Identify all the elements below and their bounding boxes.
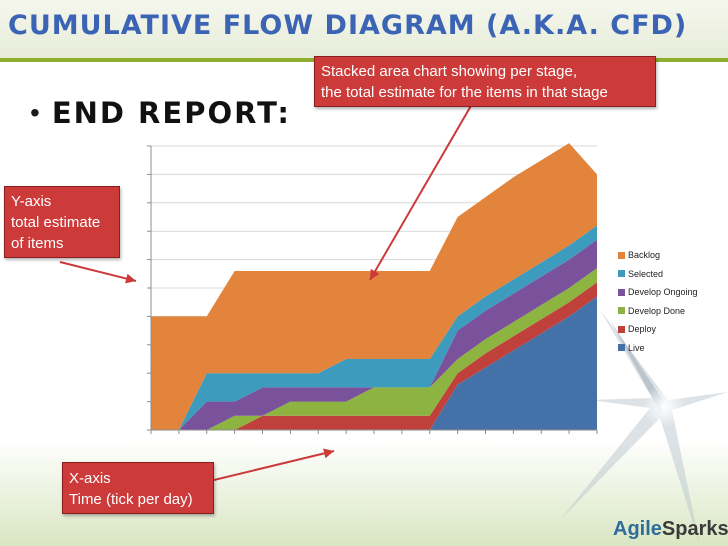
arrow-head bbox=[125, 273, 136, 284]
legend-label: Deploy bbox=[628, 324, 657, 335]
legend-item-develop-done: Develop Done bbox=[618, 302, 698, 321]
callout-arrows bbox=[59, 103, 473, 481]
legend-label: Selected bbox=[628, 268, 664, 279]
area-backlog bbox=[151, 143, 597, 430]
legend-swatch bbox=[618, 288, 625, 296]
arrow-shaft bbox=[213, 450, 335, 481]
sparkle-decoration bbox=[560, 310, 728, 546]
bullet-point: • End Report: bbox=[30, 96, 291, 130]
arrow-y-axis bbox=[59, 261, 137, 284]
callout-x-axis: X-axis Time (tick per day) bbox=[62, 462, 214, 514]
legend-label: Live bbox=[628, 342, 645, 353]
slide-title: Cumulative Flow Diagram (a.k.a. CFD) bbox=[8, 10, 688, 41]
legend-swatch bbox=[618, 325, 625, 333]
legend-item-backlog: Backlog bbox=[618, 246, 698, 265]
arrow-x-axis bbox=[213, 448, 335, 481]
callout-x-line-1: X-axis bbox=[69, 470, 111, 487]
callout-y-line-2: total estimate bbox=[11, 214, 101, 231]
area-selected bbox=[151, 225, 597, 430]
arrow-head bbox=[323, 448, 334, 459]
callout-y-line-3: of items bbox=[11, 235, 64, 252]
bullet-text: End Report: bbox=[51, 96, 291, 130]
legend-label: Develop Done bbox=[628, 305, 686, 316]
legend-swatch bbox=[618, 307, 625, 315]
legend-swatch bbox=[618, 344, 625, 352]
title-bar: Cumulative Flow Diagram (a.k.a. CFD) bbox=[0, 0, 728, 62]
chart-axes bbox=[147, 145, 598, 434]
area-develop-done bbox=[151, 268, 597, 430]
arrow-head bbox=[370, 268, 380, 280]
callout-y-line-1: Y-axis bbox=[11, 193, 52, 210]
logo-agile-text: Agile bbox=[613, 518, 662, 540]
callout-x-line-2: Time (tick per day) bbox=[69, 491, 193, 508]
legend-label: Backlog bbox=[628, 250, 661, 261]
legend-swatch bbox=[618, 251, 625, 259]
arrow-shaft bbox=[59, 261, 137, 282]
legend-item-deploy: Deploy bbox=[618, 320, 698, 339]
arrow-shaft bbox=[369, 103, 473, 281]
legend-item-selected: Selected bbox=[618, 265, 698, 284]
chart-legend: Backlog Selected Develop Ongoing Develop Do… bbox=[618, 246, 698, 357]
logo-sparks-text: Sparks bbox=[661, 518, 728, 540]
legend-label: Develop Ongoing bbox=[628, 287, 698, 298]
chart-areas bbox=[151, 143, 597, 430]
callout-stage-line-1: Stacked area chart showing per stage, bbox=[321, 63, 577, 80]
agilesparks-logo: AgileSparks bbox=[613, 518, 728, 541]
area-live bbox=[151, 296, 597, 430]
bullet-dot-icon: • bbox=[30, 97, 40, 128]
callout-stage-line-2: the total estimate for the items in that… bbox=[321, 84, 608, 101]
legend-item-develop-ongoing: Develop Ongoing bbox=[618, 283, 698, 302]
legend-item-live: Live bbox=[618, 339, 698, 358]
callout-stacked-area: Stacked area chart showing per stage, th… bbox=[314, 56, 656, 107]
callout-y-axis: Y-axis total estimate of items bbox=[4, 186, 120, 258]
legend-swatch bbox=[618, 270, 625, 278]
arrow-stacked-area bbox=[369, 103, 473, 281]
